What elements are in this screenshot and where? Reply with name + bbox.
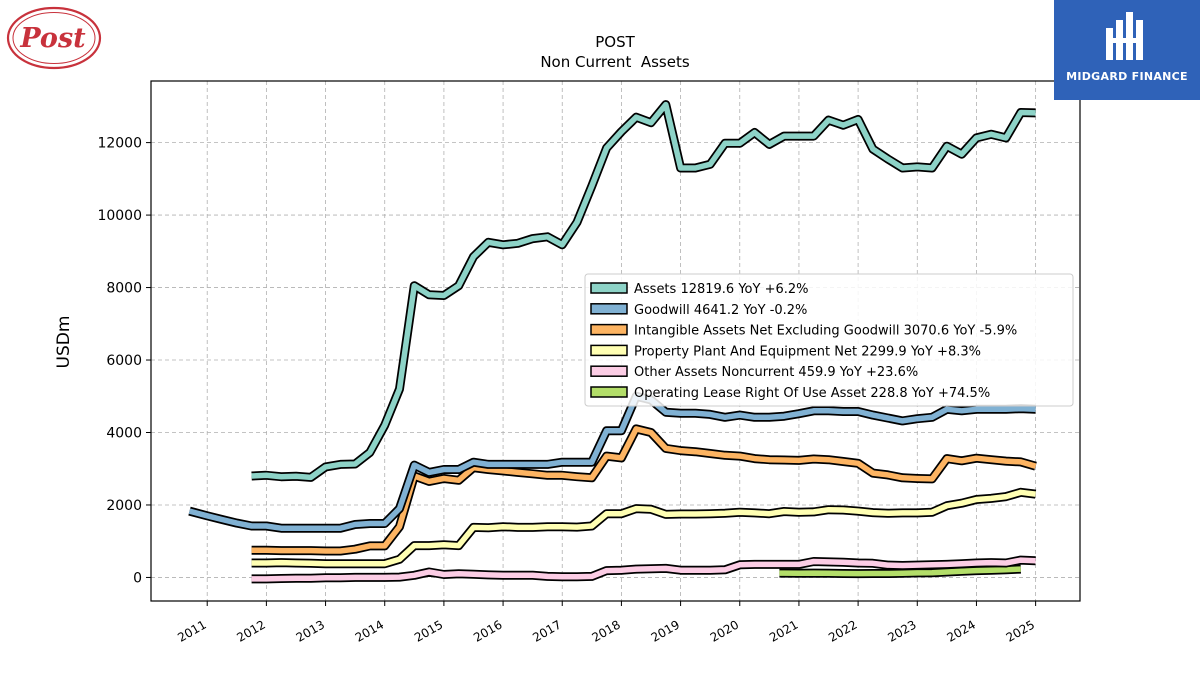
legend-item: Intangible Assets Net Excluding Goodwill…: [590, 323, 1017, 339]
x-tick-label: 2016: [471, 617, 504, 644]
y-tick-label: 2000: [106, 498, 142, 514]
series-operating-lease-right-of-use-asset: [779, 564, 1021, 579]
series-other-assets-noncurrent: [251, 555, 1036, 584]
x-tick-label: 2024: [944, 617, 977, 644]
post-logo-text: Post: [19, 23, 86, 54]
y-tick-label: 8000: [106, 281, 142, 297]
x-tick-label: 2022: [826, 617, 859, 644]
plot-frame: [150, 80, 1081, 602]
midgard-logo-text: MIDGARD FINANCE: [1066, 70, 1188, 83]
legend-label: Operating Lease Right Of Use Asset 228.8…: [634, 386, 990, 401]
x-tick-label: 2011: [175, 617, 208, 644]
y-tick-label: 6000: [106, 353, 142, 369]
series-goodwill: [188, 391, 1036, 533]
legend-swatch: [590, 323, 628, 336]
series-line: [779, 566, 1021, 577]
x-tick-label: 2013: [294, 617, 327, 644]
x-tick-label: 2017: [530, 617, 563, 644]
series-property-plant-and-equipment-net: [251, 487, 1037, 569]
legend-label: Intangible Assets Net Excluding Goodwill…: [634, 324, 1017, 339]
x-tick-label: 2014: [353, 617, 386, 644]
legend-label: Property Plant And Equipment Net 2299.9 …: [634, 344, 981, 359]
legend-swatch: [590, 303, 628, 315]
x-tick-label: 2020: [708, 617, 741, 644]
series-line: [251, 557, 1036, 582]
y-axis-label: USDm: [54, 316, 74, 369]
chart-title: POST: [595, 33, 635, 51]
midgard-finance-logo: MIDGARD FINANCE: [1054, 0, 1200, 100]
legend-item: Property Plant And Equipment Net 2299.9 …: [590, 344, 981, 359]
y-tick-label: 0: [133, 570, 142, 586]
legend-label: Other Assets Noncurrent 459.9 YoY +23.6%: [634, 365, 918, 380]
post-logo: Post: [6, 6, 102, 70]
legend-swatch: [590, 282, 628, 294]
x-tick-label: 2018: [589, 617, 622, 644]
series-line: [188, 393, 1036, 531]
legend-item: Operating Lease Right Of Use Asset 228.8…: [590, 386, 990, 401]
series-line: [251, 489, 1036, 567]
legend-box: [584, 273, 1074, 407]
x-tick-label: 2025: [1004, 617, 1037, 644]
legend-item: Other Assets Noncurrent 459.9 YoY +23.6%: [590, 365, 918, 380]
legend-swatch: [590, 344, 628, 357]
x-tick-label: 2019: [649, 617, 682, 644]
series-intangible-assets-net-excluding-goodwill: [251, 424, 1037, 556]
x-tick-label: 2012: [234, 617, 267, 644]
y-tick-label: 10000: [97, 208, 142, 224]
series-assets: [251, 100, 1036, 482]
legend-label: Assets 12819.6 YoY +6.2%: [634, 282, 809, 297]
chart-subtitle: Non Current Assets: [540, 53, 690, 71]
x-tick-label: 2015: [412, 617, 445, 644]
legend: Assets 12819.6 YoY +6.2% Goodwill 4641.2 …: [584, 273, 1074, 407]
legend-item: Assets 12819.6 YoY +6.2%: [590, 282, 809, 297]
legend-swatch: [590, 365, 628, 377]
x-tick-label: 2023: [885, 617, 918, 644]
y-tick-label: 4000: [106, 425, 142, 441]
midgard-emblem-icon: [1106, 12, 1143, 60]
series-line: [251, 101, 1036, 481]
x-tick-label: 2021: [767, 617, 800, 644]
legend-swatch: [590, 386, 628, 398]
legend-item: Goodwill 4641.2 YoY -0.2%: [590, 303, 807, 318]
legend-label: Goodwill 4641.2 YoY -0.2%: [634, 303, 807, 318]
series-line: [251, 426, 1037, 554]
y-tick-label: 12000: [97, 136, 142, 152]
series-lines: [188, 100, 1037, 584]
